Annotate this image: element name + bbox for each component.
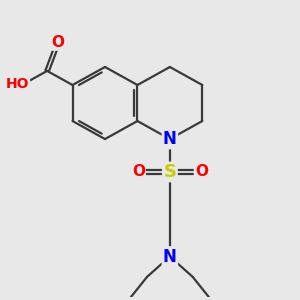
Text: HO: HO bbox=[5, 77, 29, 91]
Text: O: O bbox=[52, 34, 65, 50]
Text: N: N bbox=[163, 248, 177, 266]
Text: O: O bbox=[195, 164, 208, 179]
Text: S: S bbox=[164, 163, 176, 181]
Text: N: N bbox=[163, 130, 177, 148]
Text: O: O bbox=[132, 164, 145, 179]
